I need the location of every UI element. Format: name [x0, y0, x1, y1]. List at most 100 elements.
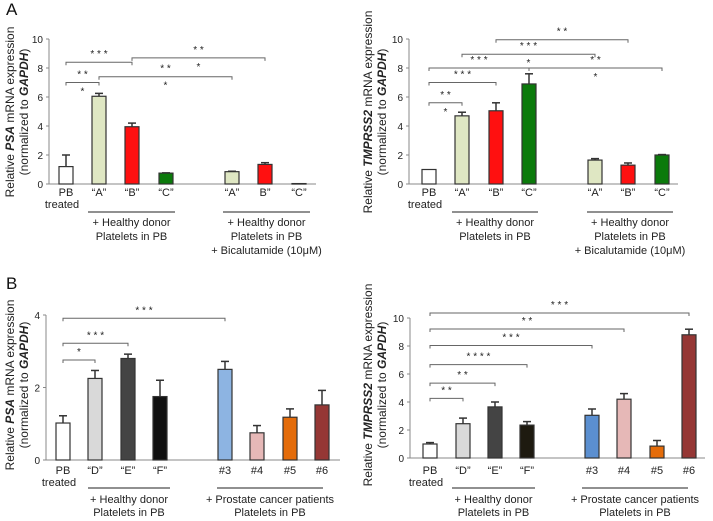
bar [158, 172, 174, 185]
y-axis-title-part: (normalized to [17, 369, 31, 448]
bar [87, 377, 103, 461]
group-label: Platelets in PB [594, 231, 666, 243]
y-tick-label: 10 [392, 35, 404, 46]
chart-1: 0 2 4 6 8 10 Relative PSA mRNA expression(norm… [3, 27, 322, 257]
significance-label: * * * [551, 300, 568, 311]
significance-label: * [77, 347, 81, 358]
bar [314, 404, 330, 461]
x-tick-label: treated [42, 477, 76, 489]
chart-4: 0 2 4 6 8 10 Relative TMPRSS2 mRNA expression(… [361, 284, 705, 519]
y-tick-label: 6 [398, 370, 404, 381]
significance-label: * * [441, 385, 452, 396]
group-label: Platelets in PB [96, 231, 168, 243]
significance-bracket [495, 39, 629, 43]
group-label: Platelets in PB [459, 231, 531, 243]
x-tick-label: “F” [153, 465, 167, 477]
bar [616, 398, 632, 459]
bar [120, 357, 136, 461]
y-axis-title-part: PSA [3, 399, 17, 424]
x-tick-label: PB [59, 187, 74, 199]
bar [257, 163, 273, 185]
y-axis-title-line1: Relative PSA mRNA expression [3, 300, 17, 471]
bar [217, 368, 233, 461]
y-axis-title-line1: Relative TMPRSS2 mRNA expression [361, 11, 375, 214]
bar [519, 424, 535, 459]
y-tick-label: 4 [34, 311, 40, 322]
significance-label: * * [77, 70, 88, 81]
x-tick-label: treated [409, 477, 443, 489]
y-axis-title-part: mRNA expression [3, 27, 17, 126]
y-axis-title-part: TMPRSS2 [361, 383, 375, 440]
bar [58, 166, 74, 185]
y-axis-title-part: mRNA expression [361, 11, 375, 110]
y-axis-title-part: (normalized to [17, 96, 31, 175]
y-axis-title-part: TMPRSS2 [361, 110, 375, 167]
group-label: + Bicalutamide (10μM) [211, 245, 322, 257]
x-tick-label: #3 [586, 465, 598, 477]
significance-bracket [429, 312, 690, 316]
y-axis-title-part: Relative [361, 440, 375, 487]
x-tick-label: “E” [488, 465, 503, 477]
y-tick-label: 6 [397, 93, 403, 104]
y-axis-title-part: (normalized to [375, 369, 389, 448]
significance-bracket [65, 82, 100, 86]
significance-bracket [428, 67, 530, 71]
significance-bracket [65, 61, 133, 66]
group-label: Platelets in PB [234, 507, 306, 519]
y-tick-label: 0 [34, 456, 40, 467]
x-tick-label: B” [260, 187, 271, 199]
y-tick-label: 8 [397, 64, 403, 75]
significance-label-below: * [527, 58, 531, 69]
x-tick-label: “B” [125, 187, 140, 199]
x-tick-label: #5 [284, 465, 296, 477]
y-axis-title-part: GAPDH [17, 325, 31, 369]
y-axis-title-part: Relative [361, 167, 375, 214]
y-axis-title-line2: (normalized to GAPDH) [17, 322, 31, 449]
x-tick-label: “D” [455, 465, 471, 477]
significance-bracket [429, 328, 625, 333]
significance-bracket [131, 57, 266, 61]
y-tick-label: 2 [37, 151, 43, 162]
y-axis-title-part: PSA [3, 126, 17, 151]
y-axis-title-line2: (normalized to GAPDH) [375, 322, 389, 449]
significance-label-below: * [164, 81, 168, 92]
significance-label: * * * [454, 70, 471, 81]
y-axis-title-part: GAPDH [375, 52, 389, 96]
x-tick-label: “E” [121, 465, 136, 477]
x-tick-label: treated [408, 199, 442, 211]
y-tick-label: 0 [397, 180, 403, 191]
y-tick-label: 2 [397, 151, 403, 162]
x-tick-label: #6 [683, 465, 695, 477]
group-label: + Healthy donor [228, 217, 306, 229]
significance-label: * * * [520, 41, 537, 52]
x-tick-label: “A” [92, 187, 107, 199]
significance-label: * * [522, 316, 533, 327]
x-tick-label: #4 [618, 465, 630, 477]
y-axis-title-part: GAPDH [17, 52, 31, 96]
significance-bracket [429, 382, 496, 387]
y-tick-label: 8 [398, 342, 404, 353]
group-label: + Healthy donor [591, 217, 669, 229]
significance-label: * * * [90, 49, 107, 60]
significance-label-below: * [197, 62, 201, 73]
bar [124, 126, 140, 185]
group-label: + Healthy donor [93, 217, 171, 229]
x-tick-label: #6 [316, 465, 328, 477]
bar [421, 168, 437, 185]
y-tick-label: 4 [397, 122, 403, 133]
x-tick-label: #5 [651, 465, 663, 477]
significance-bracket [62, 342, 129, 347]
x-tick-label: “F” [520, 465, 534, 477]
significance-label: * * * [135, 305, 152, 316]
y-axis-title-part: ) [375, 322, 389, 326]
significance-label: * * [457, 370, 468, 381]
significance-label: * * * * [467, 352, 491, 363]
group-label: + Healthy donor [90, 494, 168, 506]
bar [454, 115, 470, 185]
y-tick-label: 2 [34, 384, 40, 395]
bar [587, 159, 603, 185]
bar [422, 443, 438, 459]
x-tick-label: “B” [621, 187, 636, 199]
significance-label: * * * [502, 332, 519, 343]
